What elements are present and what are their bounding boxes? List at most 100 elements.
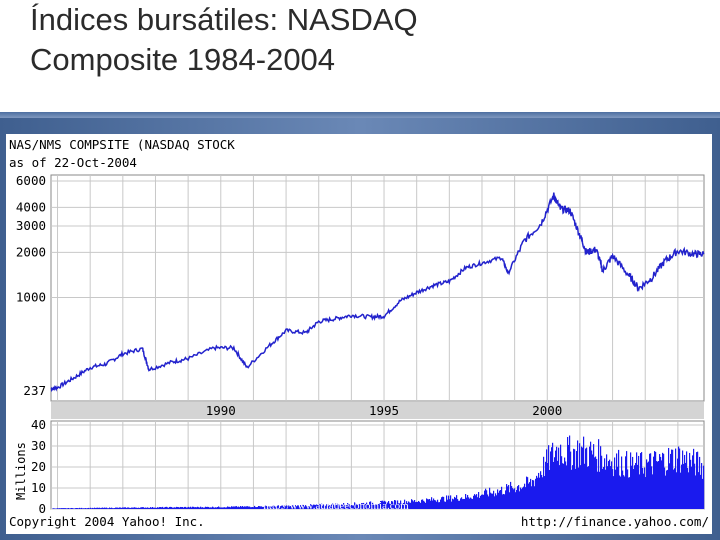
volume-bar — [412, 500, 414, 509]
volume-bar — [415, 502, 417, 509]
volume-bar — [479, 497, 481, 509]
volume-bar — [172, 507, 174, 509]
volume-bar — [95, 508, 97, 509]
volume-bar — [581, 446, 583, 509]
volume-bar — [435, 500, 437, 509]
volume-bar — [373, 504, 375, 509]
volume-bar — [643, 473, 645, 509]
volume-bar — [514, 488, 516, 509]
volume-bar — [188, 506, 190, 509]
price-y-tick-label: 6000 — [16, 173, 46, 188]
volume-bar — [424, 501, 426, 509]
volume-bar — [483, 494, 485, 509]
volume-bar — [375, 504, 377, 509]
volume-bar — [543, 456, 545, 509]
volume-bar — [594, 457, 596, 509]
volume-bar — [233, 506, 235, 509]
volume-bar — [501, 486, 503, 509]
volume-bar — [662, 452, 664, 509]
volume-bar — [553, 461, 555, 509]
volume-bar — [194, 507, 196, 509]
volume-bar — [593, 444, 595, 509]
volume-bar — [392, 501, 394, 509]
volume-bar — [346, 505, 348, 509]
volume-bar — [151, 507, 153, 509]
volume-bar — [652, 474, 654, 509]
volume-bar — [625, 456, 627, 509]
volume-bar — [291, 505, 293, 509]
volume-bar — [161, 507, 163, 509]
volume-bar — [230, 507, 232, 509]
volume-bar — [88, 507, 90, 509]
title-divider — [0, 112, 720, 118]
volume-bar — [318, 504, 320, 509]
volume-bar — [426, 498, 428, 509]
volume-bar — [165, 506, 167, 509]
volume-bar — [345, 504, 347, 509]
volume-bar — [649, 453, 651, 509]
volume-bar — [490, 492, 492, 509]
volume-bar — [300, 505, 302, 509]
volume-bar — [467, 495, 469, 509]
volume-bar — [75, 508, 77, 509]
volume-bar — [207, 506, 209, 509]
volume-bar — [83, 508, 85, 509]
volume-bar — [391, 501, 393, 509]
volume-bar — [471, 498, 473, 509]
volume-bar — [358, 504, 360, 509]
volume-bar — [260, 506, 262, 509]
volume-bar — [626, 451, 628, 509]
volume-bar — [182, 506, 184, 509]
volume-bar — [342, 504, 344, 509]
volume-bar — [568, 444, 570, 509]
volume-bar — [370, 501, 372, 509]
volume-bar — [66, 508, 68, 509]
volume-bar — [448, 495, 450, 509]
volume-bar — [409, 502, 411, 509]
volume-bar — [106, 507, 108, 509]
volume-bar — [544, 476, 546, 509]
volume-bar — [702, 478, 704, 509]
volume-bar — [350, 505, 352, 509]
volume-bar — [181, 507, 183, 509]
volume-bar — [667, 469, 669, 509]
volume-bar — [584, 463, 586, 509]
chart-panel: NAS/NMS COMPSITE (NASDAQ STOCK as of 22-… — [6, 134, 712, 534]
volume-bar — [362, 503, 364, 509]
volume-bar — [616, 453, 618, 509]
volume-bar — [372, 502, 374, 509]
volume-bar — [231, 506, 233, 509]
volume-bar — [641, 452, 643, 509]
volume-bar — [515, 492, 517, 509]
volume-bar — [385, 501, 387, 509]
volume-bar — [140, 507, 142, 509]
volume-bar — [238, 506, 240, 509]
volume-y-tick-label: 30 — [31, 438, 46, 453]
volume-bar — [129, 507, 131, 509]
volume-bar — [586, 447, 588, 509]
volume-bar — [314, 504, 316, 509]
volume-bar — [689, 452, 691, 509]
volume-bar — [572, 465, 574, 509]
volume-bar — [73, 508, 75, 509]
volume-bar — [547, 463, 549, 509]
volume-bar — [451, 501, 453, 509]
volume-bar — [176, 506, 178, 509]
volume-bar — [684, 454, 686, 509]
volume-bar — [58, 508, 60, 509]
volume-bar — [591, 450, 593, 509]
volume-bar — [62, 508, 64, 509]
volume-bar — [124, 507, 126, 509]
volume-bar — [465, 494, 467, 509]
volume-bar — [602, 468, 604, 509]
volume-bar — [76, 508, 78, 509]
volume-bar — [592, 454, 594, 509]
volume-bar — [619, 475, 621, 509]
volume-bar — [144, 507, 146, 509]
volume-bar — [255, 507, 257, 509]
volume-bar — [499, 490, 501, 509]
volume-bar — [468, 497, 470, 509]
volume-bar — [220, 507, 222, 509]
volume-bar — [167, 507, 169, 509]
volume-bar — [180, 506, 182, 509]
